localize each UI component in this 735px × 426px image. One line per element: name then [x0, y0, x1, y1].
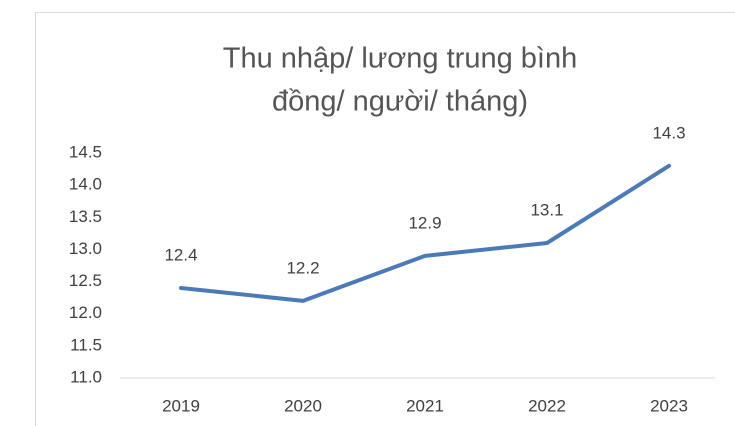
- chart-frame: [35, 12, 735, 426]
- x-tick-label: 2020: [284, 396, 322, 415]
- data-label: 12.4: [164, 245, 197, 264]
- chart-title: đồng/ người/ tháng): [272, 86, 528, 118]
- y-tick-label: 13.5: [69, 207, 102, 226]
- data-label: 12.9: [408, 213, 441, 232]
- data-line: [179, 163, 671, 303]
- y-tick-label: 11.0: [70, 367, 102, 386]
- data-label: 14.3: [652, 123, 685, 142]
- data-label: 13.1: [530, 200, 563, 219]
- y-tick-label: 12.5: [69, 271, 102, 290]
- chart-title: Thu nhập/ lương trung bình: [223, 43, 577, 75]
- y-tick-label: 11.5: [70, 335, 102, 354]
- data-label: 12.2: [286, 258, 319, 277]
- x-tick-label: 2019: [162, 396, 200, 415]
- y-tick-label: 13.0: [69, 239, 102, 258]
- x-tick-label: 2023: [650, 396, 688, 415]
- y-tick-label: 12.0: [69, 303, 102, 322]
- x-tick-label: 2021: [406, 396, 444, 415]
- y-tick-label: 14.0: [69, 175, 102, 194]
- y-tick-label: 14.5: [69, 142, 102, 161]
- x-tick-label: 2022: [528, 396, 566, 415]
